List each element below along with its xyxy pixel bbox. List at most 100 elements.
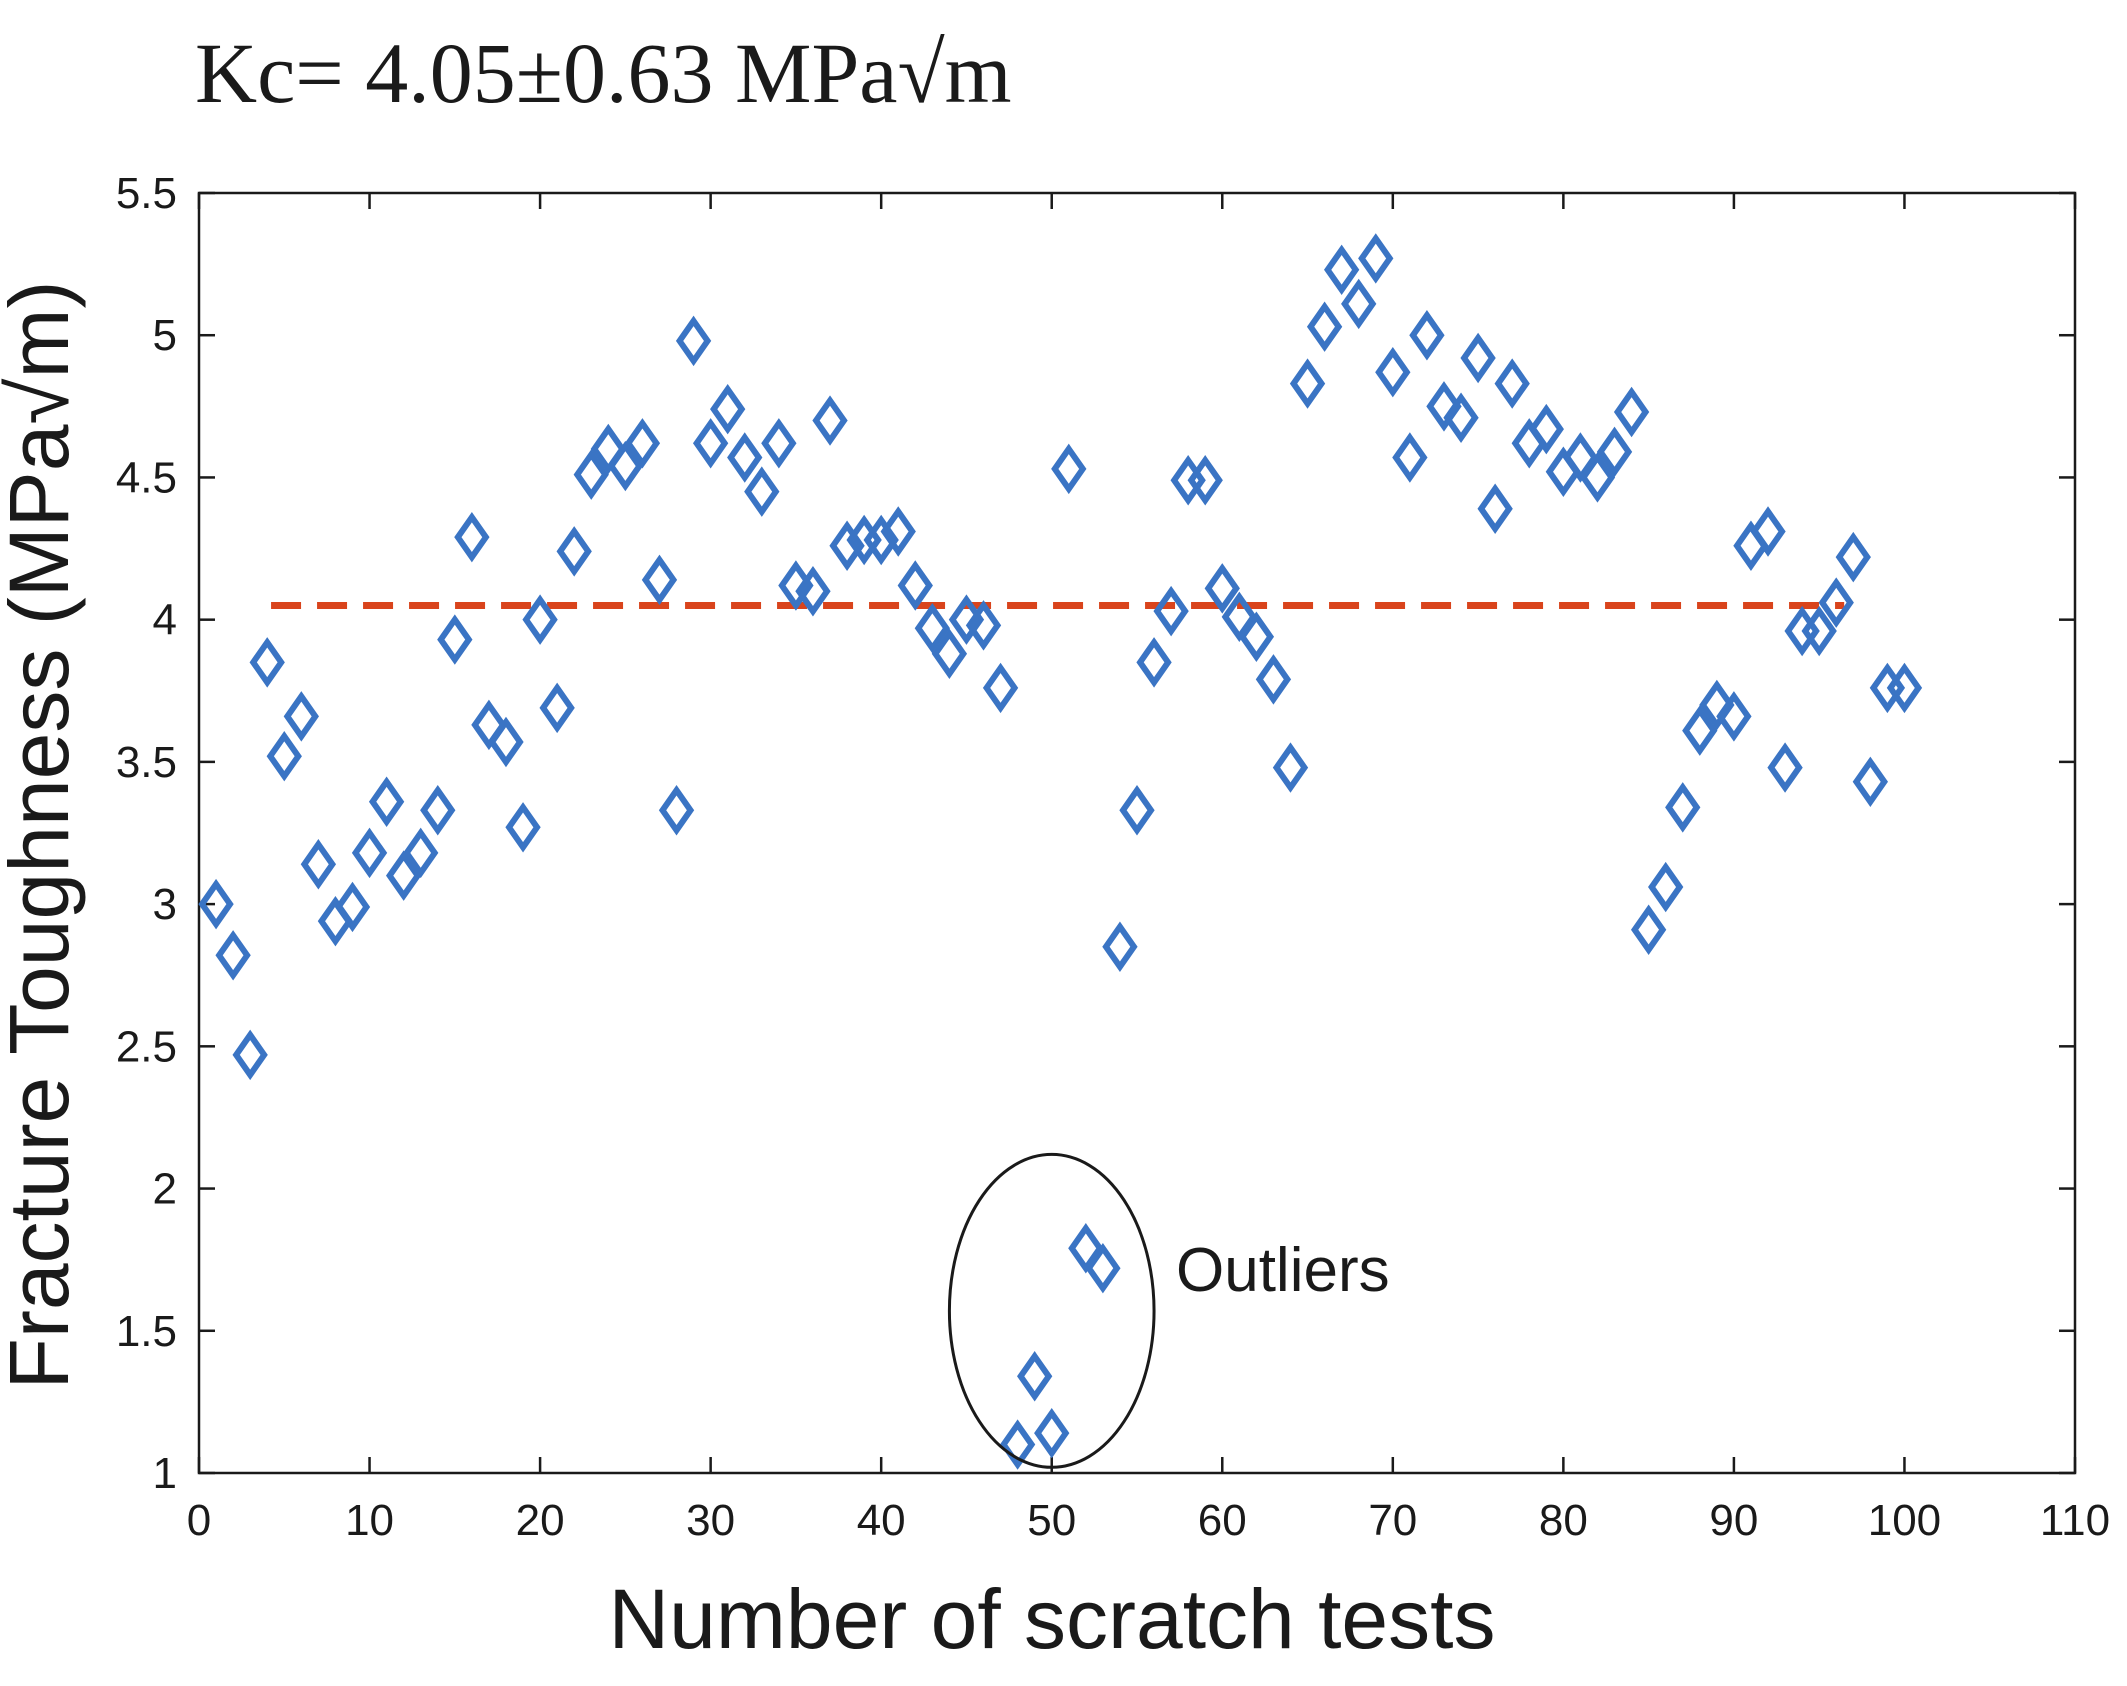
data-point bbox=[607, 440, 644, 492]
data-point bbox=[880, 506, 916, 557]
data-point bbox=[1596, 426, 1633, 478]
data-point bbox=[420, 785, 456, 836]
data-point bbox=[1613, 386, 1650, 438]
data-point bbox=[1306, 301, 1343, 352]
data-point bbox=[744, 466, 780, 517]
y-tick-label: 2.5 bbox=[116, 1022, 177, 1071]
data-point bbox=[1835, 531, 1871, 583]
data-point bbox=[1153, 585, 1189, 637]
data-point bbox=[641, 554, 678, 606]
data-point bbox=[675, 315, 712, 367]
data-point bbox=[385, 850, 422, 901]
data-point bbox=[198, 878, 234, 930]
y-tick-label: 4 bbox=[153, 596, 177, 645]
data-point bbox=[1238, 611, 1275, 662]
data-point bbox=[437, 614, 473, 665]
outliers-ellipse bbox=[947, 1152, 1156, 1469]
data-point bbox=[761, 418, 797, 469]
data-point bbox=[1085, 1242, 1121, 1294]
data-point bbox=[1426, 381, 1462, 432]
x-tick-label: 50 bbox=[1027, 1496, 1076, 1545]
data-point bbox=[556, 526, 592, 577]
data-point bbox=[1204, 563, 1240, 614]
data-point bbox=[1477, 483, 1513, 534]
chart-title: Kc= 4.05±0.63 MPa√m bbox=[195, 25, 1012, 121]
data-point bbox=[454, 511, 490, 563]
data-point bbox=[1716, 691, 1752, 742]
data-point bbox=[334, 881, 371, 933]
data-point bbox=[812, 395, 848, 446]
x-tick-label: 80 bbox=[1539, 1496, 1588, 1545]
data-point bbox=[1272, 742, 1309, 793]
data-point bbox=[999, 1419, 1036, 1470]
data-point bbox=[965, 600, 1002, 651]
data-point bbox=[1665, 782, 1701, 833]
data-point bbox=[1375, 346, 1411, 398]
data-point bbox=[266, 730, 302, 782]
y-tick-label: 2 bbox=[153, 1165, 177, 1214]
data-point bbox=[1648, 861, 1684, 913]
data-point bbox=[1528, 403, 1564, 455]
outliers-label: Outliers bbox=[1176, 1236, 1390, 1305]
data-point bbox=[1682, 705, 1718, 756]
data-point bbox=[488, 716, 524, 768]
data-point bbox=[795, 565, 831, 617]
data-point bbox=[1750, 506, 1786, 557]
data-point bbox=[931, 628, 968, 680]
data-point bbox=[1801, 605, 1837, 657]
x-tick-label: 20 bbox=[516, 1496, 565, 1545]
data-point bbox=[1187, 455, 1223, 506]
data-point bbox=[249, 637, 285, 688]
data-point bbox=[368, 776, 405, 827]
data-point bbox=[624, 418, 661, 469]
plot-layer: 0 10 20 30 40 50 60 70 80 90 100 110 1 1.5 2 2.5 3 3.5 4 4.… bbox=[116, 169, 2110, 1545]
y-tick-label: 3 bbox=[153, 880, 177, 929]
data-point bbox=[539, 682, 575, 734]
x-tick-label: 70 bbox=[1368, 1496, 1417, 1545]
data-point bbox=[982, 662, 1019, 714]
data-point bbox=[1051, 443, 1087, 495]
data-point bbox=[1323, 244, 1360, 296]
data-point bbox=[1119, 785, 1155, 836]
x-tick-label: 10 bbox=[345, 1496, 394, 1545]
data-point bbox=[471, 699, 507, 751]
data-point bbox=[232, 1029, 268, 1081]
x-tick-label: 30 bbox=[686, 1496, 735, 1545]
data-point bbox=[1392, 432, 1428, 483]
x-tick-label: 0 bbox=[187, 1496, 211, 1545]
data-point bbox=[1255, 654, 1292, 705]
x-tick-label: 60 bbox=[1198, 1496, 1247, 1545]
data-point bbox=[1443, 392, 1479, 443]
data-point bbox=[505, 802, 541, 853]
data-point bbox=[300, 839, 337, 890]
data-point bbox=[1818, 577, 1854, 628]
y-tick-label: 3.5 bbox=[116, 738, 177, 787]
data-point bbox=[215, 930, 251, 981]
data-point bbox=[1358, 233, 1394, 284]
y-tick-label: 1 bbox=[153, 1449, 177, 1498]
data-point bbox=[573, 449, 609, 500]
y-axis-title: Fracture Toughness (MPa√m) bbox=[0, 281, 86, 1390]
data-point bbox=[658, 785, 695, 836]
data-point bbox=[692, 418, 729, 469]
data-point bbox=[1460, 332, 1496, 384]
data-point bbox=[403, 827, 439, 879]
data-point bbox=[710, 383, 746, 435]
data-point bbox=[1852, 756, 1889, 808]
data-point bbox=[1699, 679, 1735, 731]
data-point bbox=[1579, 452, 1616, 503]
data-point bbox=[897, 560, 933, 611]
data-point bbox=[1034, 1407, 1070, 1459]
data-point bbox=[522, 594, 558, 645]
data-point bbox=[1136, 637, 1172, 688]
plot-frame bbox=[197, 191, 2077, 1475]
data-point bbox=[1102, 921, 1138, 973]
x-tick-label: 90 bbox=[1709, 1496, 1758, 1545]
data-point bbox=[1886, 662, 1923, 714]
data-point bbox=[1341, 278, 1377, 330]
x-tick-label: 110 bbox=[2040, 1496, 2110, 1545]
data-point bbox=[351, 827, 388, 879]
data-point bbox=[283, 691, 319, 742]
